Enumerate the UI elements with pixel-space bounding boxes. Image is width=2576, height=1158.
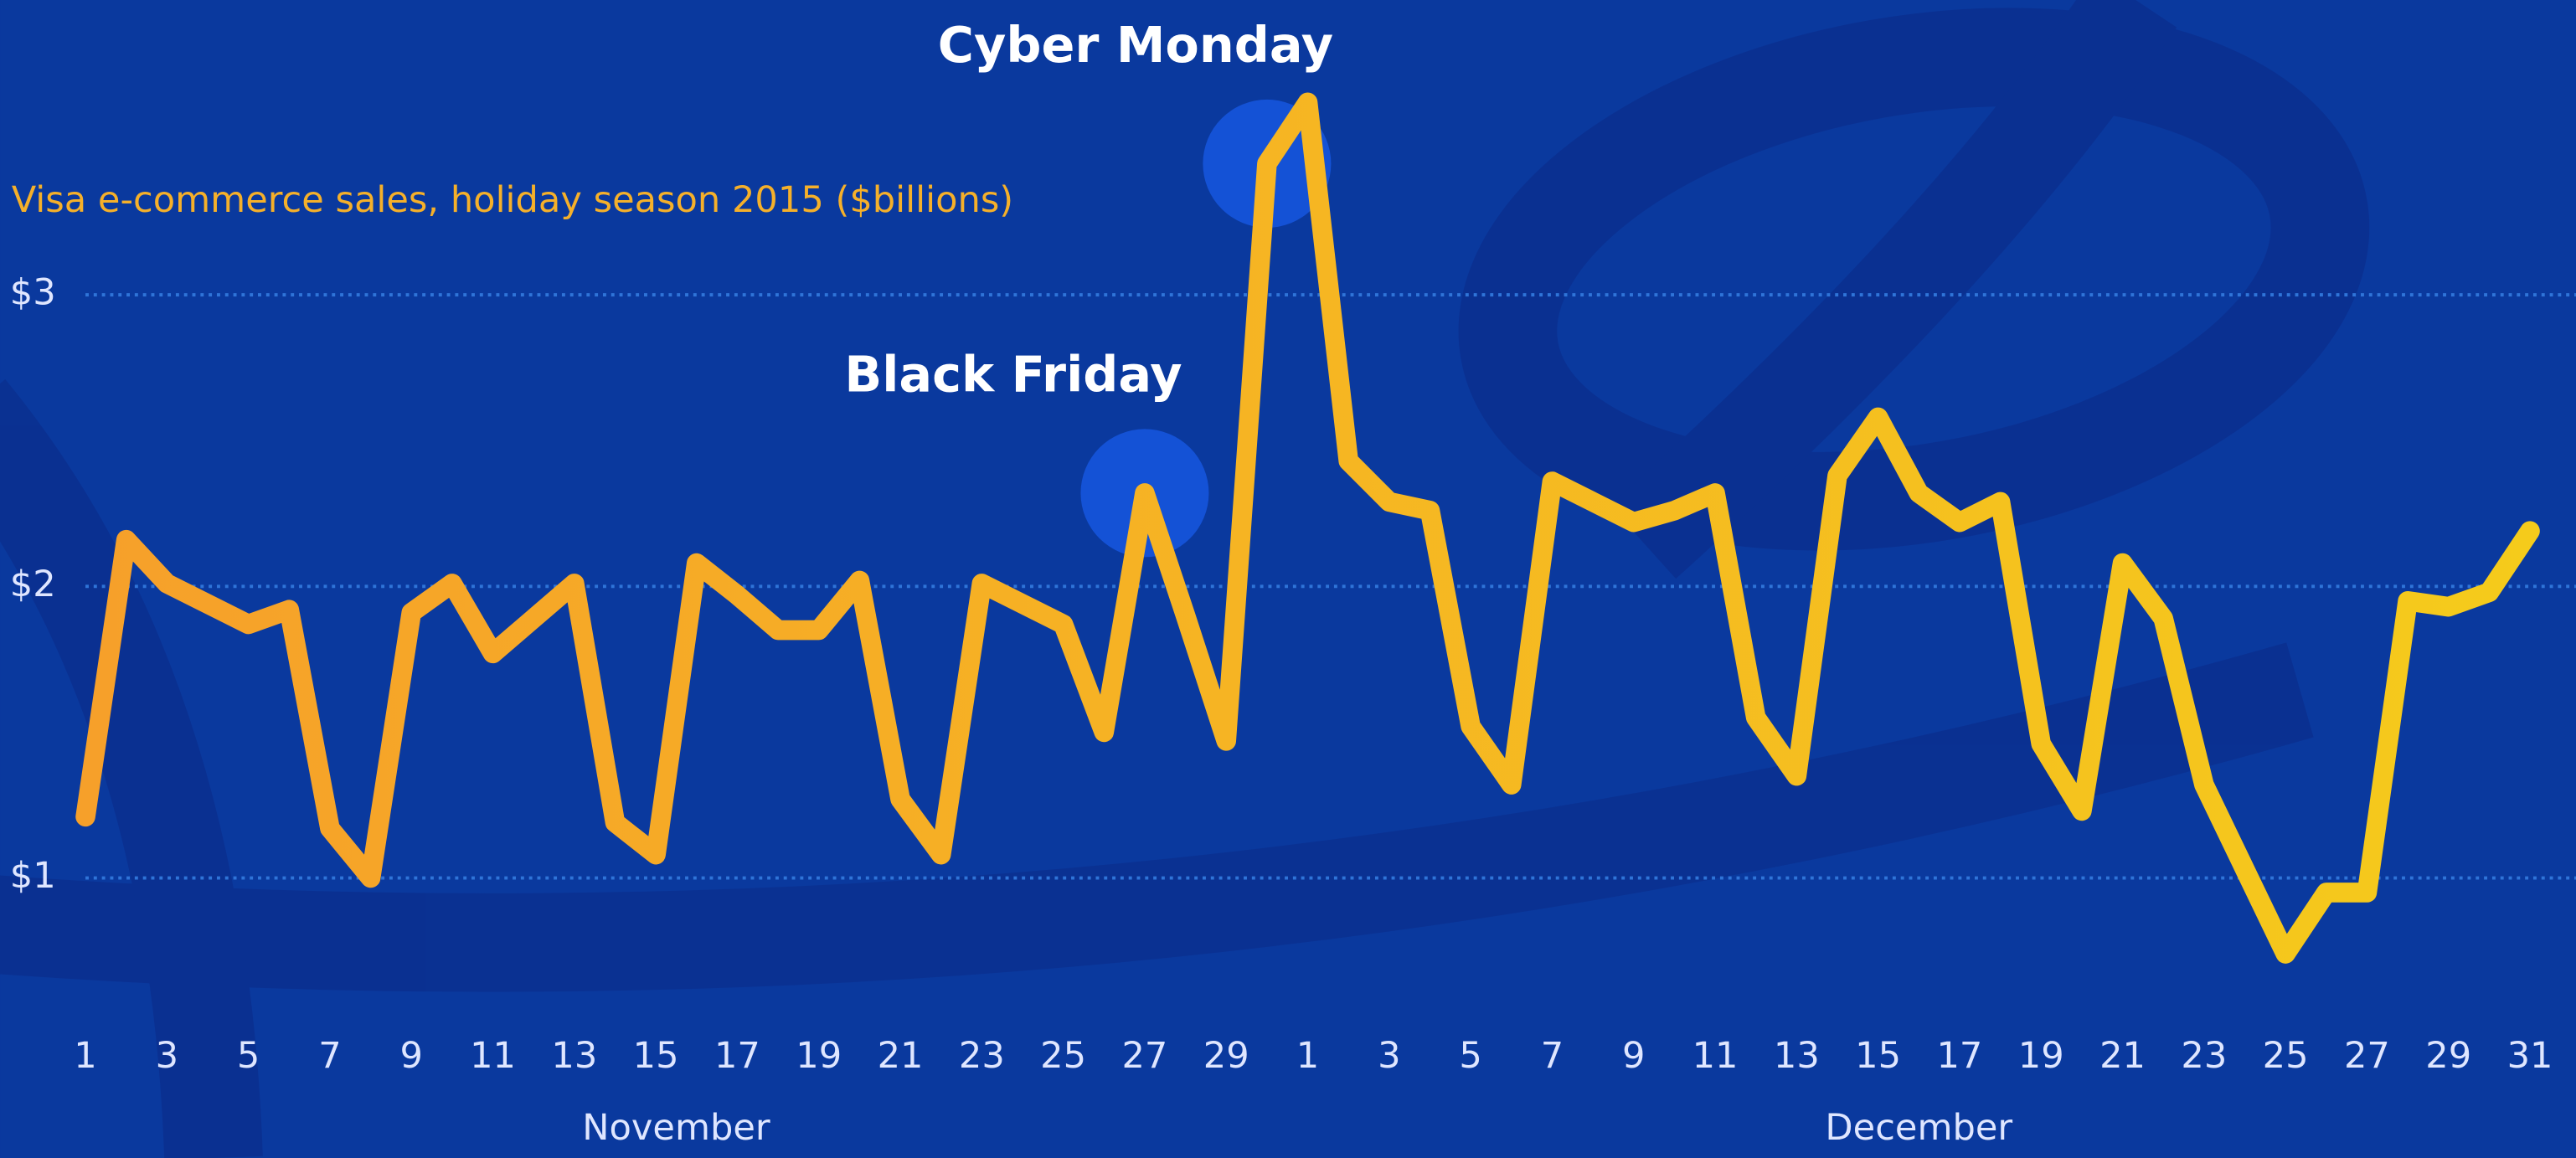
x-tick-label: 9 bbox=[1622, 1035, 1645, 1077]
x-tick-label: 31 bbox=[2507, 1035, 2553, 1077]
data-line bbox=[75, 92, 2540, 964]
x-tick-label: 29 bbox=[2425, 1035, 2471, 1077]
x-tick-label: 13 bbox=[1774, 1035, 1820, 1077]
x-tick-label: 19 bbox=[796, 1035, 842, 1077]
x-tick-label: 5 bbox=[1459, 1035, 1481, 1077]
x-tick-label: 25 bbox=[2263, 1035, 2309, 1077]
x-tick-label: 25 bbox=[1040, 1035, 1086, 1077]
chart-title: Visa e-commerce sales, holiday season 20… bbox=[12, 179, 1013, 221]
x-tick-label: 7 bbox=[318, 1035, 341, 1077]
annotation: Cyber Monday bbox=[938, 16, 1333, 74]
x-tick-label: 1 bbox=[74, 1035, 96, 1077]
x-tick-label: 15 bbox=[633, 1035, 679, 1077]
month-label: December bbox=[1825, 1107, 2012, 1149]
x-tick-label: 27 bbox=[1121, 1035, 1167, 1077]
x-tick-label: 1 bbox=[1296, 1035, 1319, 1077]
y-tick-label: $1 bbox=[10, 855, 56, 897]
x-tick-label: 23 bbox=[959, 1035, 1005, 1077]
x-tick-label: 23 bbox=[2181, 1035, 2227, 1077]
x-tick-label: 29 bbox=[1203, 1035, 1249, 1077]
x-tick-label: 17 bbox=[714, 1035, 760, 1077]
x-tick-label: 19 bbox=[2018, 1035, 2064, 1077]
x-tick-label: 7 bbox=[1541, 1035, 1564, 1077]
x-tick-label: 27 bbox=[2344, 1035, 2390, 1077]
x-tick-label: 21 bbox=[2099, 1035, 2146, 1077]
x-tick-label: 3 bbox=[1378, 1035, 1400, 1077]
x-tick-label: 11 bbox=[470, 1035, 516, 1077]
x-tick-label: 3 bbox=[156, 1035, 178, 1077]
y-tick-label: $3 bbox=[10, 272, 56, 314]
x-tick-label: 15 bbox=[1855, 1035, 1901, 1077]
x-tick-label: 9 bbox=[400, 1035, 423, 1077]
y-tick-label: $2 bbox=[10, 564, 56, 605]
x-tick-label: 5 bbox=[237, 1035, 260, 1077]
x-tick-label: 17 bbox=[1936, 1035, 1982, 1077]
x-tick-label: 13 bbox=[551, 1035, 597, 1077]
x-tick-label: 21 bbox=[878, 1035, 924, 1077]
x-tick-label: 11 bbox=[1692, 1035, 1739, 1077]
annotation: Black Friday bbox=[844, 346, 1182, 404]
month-label: November bbox=[582, 1107, 770, 1149]
decor bbox=[0, 0, 2370, 1158]
